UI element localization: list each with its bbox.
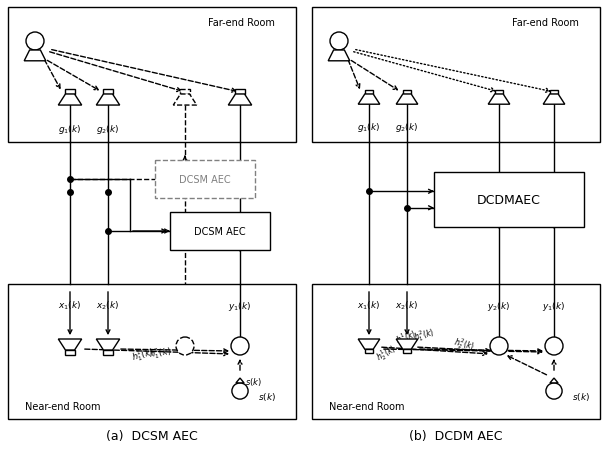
Text: $y_2(k)$: $y_2(k)$ bbox=[488, 299, 511, 312]
Bar bbox=[312, 285, 600, 419]
Text: $y_1(k)$: $y_1(k)$ bbox=[229, 299, 252, 312]
Polygon shape bbox=[396, 95, 418, 105]
Text: $s(k)$: $s(k)$ bbox=[245, 375, 262, 387]
Text: DCSM AEC: DCSM AEC bbox=[179, 175, 231, 184]
Polygon shape bbox=[236, 378, 244, 383]
Polygon shape bbox=[58, 339, 81, 350]
Polygon shape bbox=[24, 51, 46, 62]
Text: $h_1^2(k)$: $h_1^2(k)$ bbox=[148, 343, 173, 361]
Bar bbox=[235, 90, 244, 95]
Text: $g_1(k)$: $g_1(k)$ bbox=[58, 123, 81, 136]
Bar bbox=[8, 285, 296, 419]
Text: (a)  DCSM AEC: (a) DCSM AEC bbox=[106, 429, 198, 442]
Polygon shape bbox=[58, 95, 81, 106]
Text: DCDMAEC: DCDMAEC bbox=[477, 193, 541, 207]
Text: Far-end Room: Far-end Room bbox=[207, 18, 274, 28]
Text: $s(k)$: $s(k)$ bbox=[258, 390, 276, 402]
Bar bbox=[103, 90, 112, 95]
Bar bbox=[8, 8, 296, 143]
Text: $h_1^1(k)$: $h_1^1(k)$ bbox=[130, 344, 156, 364]
Bar bbox=[66, 90, 75, 95]
Circle shape bbox=[26, 33, 44, 51]
Text: DCSM AEC: DCSM AEC bbox=[194, 226, 246, 236]
Text: $h_2^1(k)$: $h_2^1(k)$ bbox=[374, 341, 399, 364]
Polygon shape bbox=[328, 51, 350, 62]
Bar bbox=[550, 91, 558, 95]
Circle shape bbox=[330, 33, 348, 51]
Text: $g_2(k)$: $g_2(k)$ bbox=[395, 121, 419, 133]
Polygon shape bbox=[173, 95, 197, 106]
Bar bbox=[403, 350, 411, 354]
Circle shape bbox=[546, 383, 562, 399]
Text: $x_1(k)$: $x_1(k)$ bbox=[358, 299, 381, 312]
Text: $h_1^1(k)$: $h_1^1(k)$ bbox=[394, 326, 419, 347]
Circle shape bbox=[232, 383, 248, 399]
Text: $g_1(k)$: $g_1(k)$ bbox=[358, 121, 381, 133]
Text: Near-end Room: Near-end Room bbox=[330, 401, 405, 411]
Polygon shape bbox=[228, 95, 252, 106]
Polygon shape bbox=[550, 378, 558, 383]
Polygon shape bbox=[96, 95, 120, 106]
Circle shape bbox=[231, 337, 249, 355]
Polygon shape bbox=[358, 339, 380, 350]
Text: $x_1(k)$: $x_1(k)$ bbox=[58, 299, 81, 312]
Text: $y_1(k)$: $y_1(k)$ bbox=[542, 299, 565, 312]
Polygon shape bbox=[396, 339, 418, 350]
Text: Near-end Room: Near-end Room bbox=[26, 401, 101, 411]
Text: (b)  DCDM AEC: (b) DCDM AEC bbox=[409, 429, 503, 442]
Bar bbox=[181, 90, 190, 95]
Circle shape bbox=[490, 337, 508, 355]
Text: $h_2^2(k)$: $h_2^2(k)$ bbox=[452, 334, 476, 354]
Bar bbox=[403, 91, 411, 95]
Polygon shape bbox=[543, 95, 565, 105]
Bar bbox=[103, 350, 112, 355]
Bar bbox=[155, 161, 255, 198]
Polygon shape bbox=[96, 339, 120, 350]
Text: $g_2(k)$: $g_2(k)$ bbox=[96, 123, 120, 136]
Bar bbox=[365, 350, 373, 354]
Bar bbox=[312, 8, 600, 143]
Polygon shape bbox=[358, 95, 380, 105]
Text: $x_2(k)$: $x_2(k)$ bbox=[96, 299, 120, 312]
Bar bbox=[434, 173, 584, 227]
Polygon shape bbox=[488, 95, 510, 105]
Text: Far-end Room: Far-end Room bbox=[511, 18, 578, 28]
Circle shape bbox=[545, 337, 563, 355]
Circle shape bbox=[176, 337, 194, 355]
Bar bbox=[365, 91, 373, 95]
Text: $h_1^2(k)$: $h_1^2(k)$ bbox=[412, 324, 436, 344]
Text: $s(k)$: $s(k)$ bbox=[572, 390, 590, 402]
Bar bbox=[495, 91, 503, 95]
Text: $x_2(k)$: $x_2(k)$ bbox=[395, 299, 419, 312]
Bar bbox=[170, 212, 270, 250]
Bar bbox=[66, 350, 75, 355]
